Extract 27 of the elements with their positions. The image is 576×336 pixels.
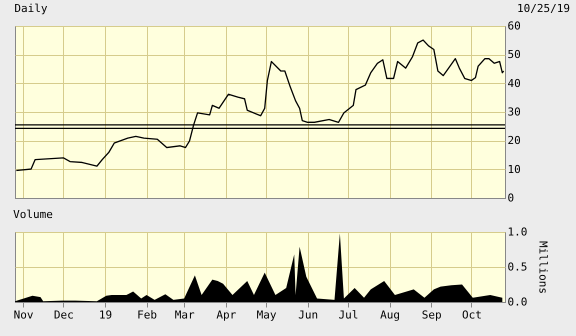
chart-title: Daily [14,2,48,15]
y-tick-label: 10 [508,162,521,176]
x-tick-label: Nov [14,308,34,322]
y-tick-label: 30 [508,106,521,118]
y-axis-title: Millions [536,241,550,294]
x-tick-label: Mar [174,308,195,322]
x-tick-label: Jun [298,308,318,322]
x-tick-label: Apr [216,308,237,322]
y-tick-label: 0.5 [508,260,528,274]
y-tick-label: 40 [508,76,521,90]
y-tick-label: 1.0 [508,226,528,238]
y-tick-label: 0 [508,192,514,204]
x-tick-label: 19 [98,308,112,322]
x-tick-label: Sep [422,308,442,322]
x-tick-label: Dec [54,308,74,322]
x-tick-label: Aug [380,308,400,322]
y-tick-label: 60 [508,20,521,32]
text: 10/25/19 [517,2,570,15]
chart-title: Volume [13,208,53,221]
x-tick-label: Oct [462,308,482,322]
x-tick-label: Jul [338,308,358,322]
y-tick-label: 50 [508,48,521,62]
line-series [16,39,504,172]
x-tick-label: May [256,308,277,322]
y-tick-label: 20 [508,134,521,148]
x-tick-label: Feb [137,308,157,322]
y-tick-label: 0.0 [508,296,528,308]
